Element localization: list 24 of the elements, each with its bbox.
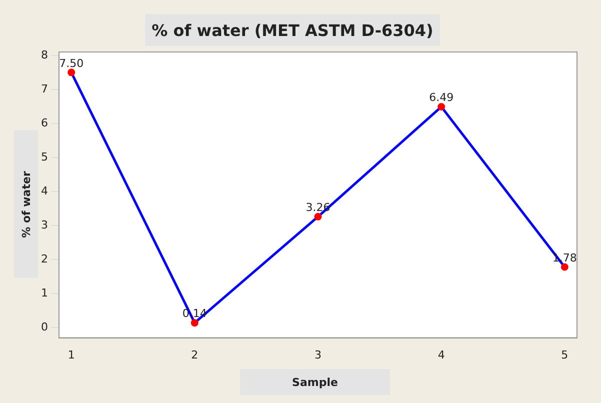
y-tick-label: 4 [41, 184, 48, 198]
x-tick-label: 5 [561, 348, 568, 362]
y-tick-label: 5 [41, 150, 48, 164]
y-tick-label: 0 [41, 320, 48, 334]
y-tick-label: 2 [41, 252, 48, 266]
y-axis-title: % of water [20, 170, 33, 238]
point [560, 263, 568, 271]
data-label: 7.50 [59, 56, 84, 70]
x-tick-label: 3 [314, 348, 322, 362]
x-tick-label: 1 [68, 348, 75, 362]
point [438, 103, 446, 111]
y-tick-label: 8 [41, 48, 48, 62]
chart-title: % of water (MET ASTM D-6304) [145, 14, 440, 46]
data-label: 6.49 [429, 91, 454, 104]
point [314, 212, 322, 220]
y-tick-label: 3 [41, 218, 48, 232]
point [68, 68, 76, 76]
y-tick-label: 7 [41, 82, 48, 96]
y-tick-label: 6 [41, 116, 48, 130]
y-tick-label: 1 [41, 286, 48, 300]
x-tick-label: 2 [191, 348, 198, 362]
point [190, 319, 198, 327]
x-axis-title: Sample [240, 369, 390, 395]
x-tick-label: 4 [438, 348, 445, 362]
